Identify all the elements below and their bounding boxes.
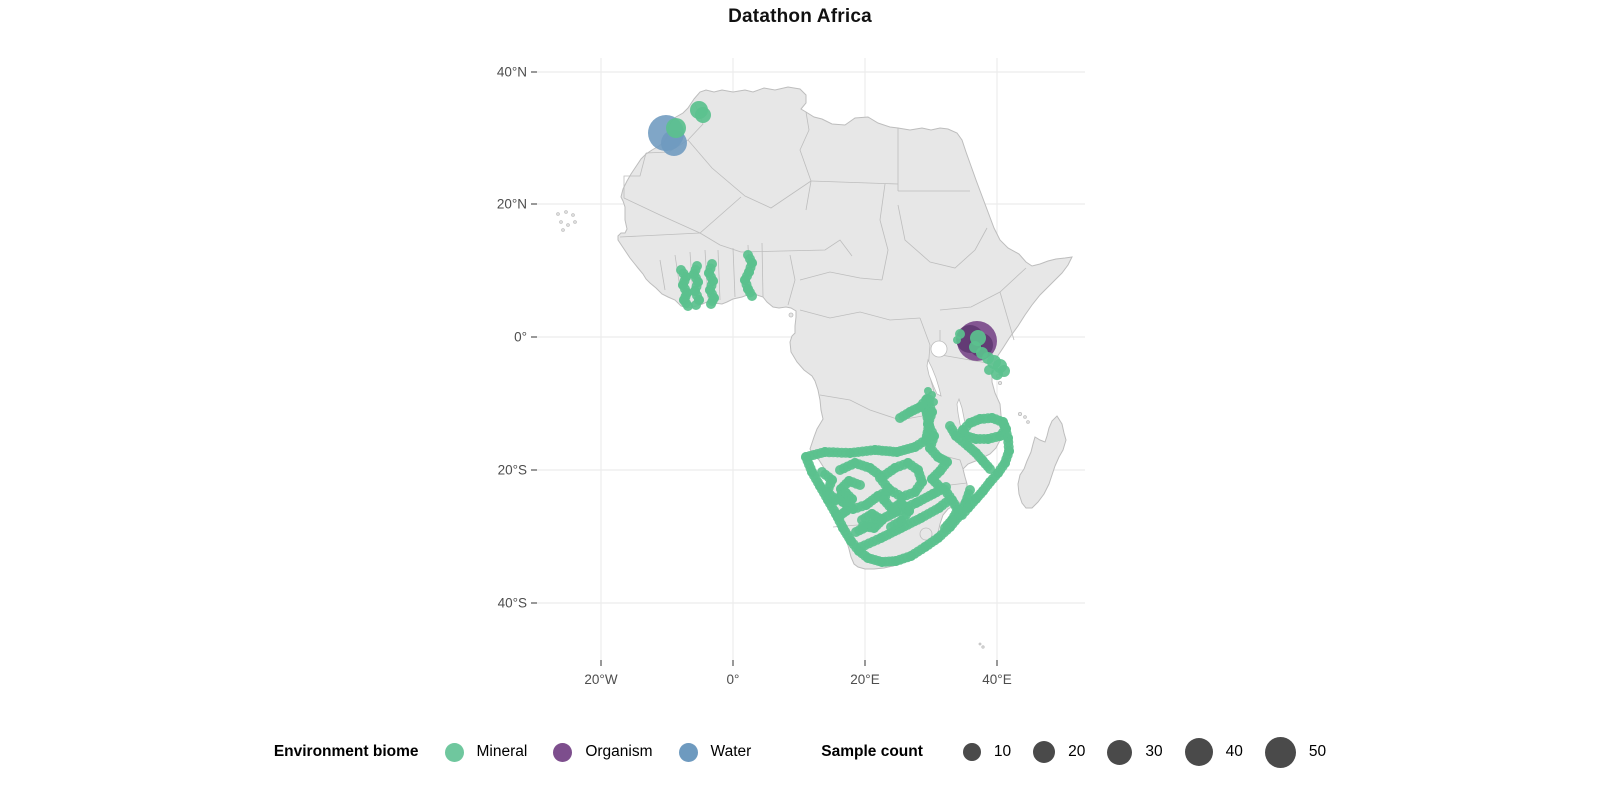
legend-item-label: Mineral [476,743,528,760]
x-axis-tick-label: 40°E [982,672,1011,687]
land-layer [556,86,1073,649]
mineral-bubble [930,398,938,406]
size-item-label: 50 [1308,743,1327,760]
legend-item-water: Water [678,742,752,762]
mineral-bubble [953,336,961,344]
y-axis-tick-label: 0° [514,330,527,345]
africa-map-canvas: 20°W 0° 20°E 40°E 40°N 20°N 0° 20°S 40°S [497,58,1085,687]
legend-item-label: Organism [585,743,653,760]
size-item-10: 10 [962,743,1012,761]
mineral-bubble [984,365,994,375]
mineral-trail-point [683,301,693,311]
mineral-trail-point [965,485,975,495]
size-item-label: 10 [993,743,1012,760]
mineral-trail-point [958,425,968,435]
mineral-trail-point [855,480,865,490]
y-axis-tick-label: 40°N [497,65,527,80]
size-swatch-icon [1184,738,1213,766]
x-axis-tick-label: 0° [727,672,740,687]
mineral-swatch-icon [444,742,464,762]
legend: Environment biome Mineral Organism Water… [0,727,1600,777]
size-item-30: 30 [1107,739,1163,765]
mineral-trail-point [940,523,950,533]
legend-item-mineral: Mineral [444,742,528,762]
y-axis-tick-label: 40°S [498,596,527,611]
mineral-trail-point [747,291,757,301]
size-legend-items: 10 20 30 40 50 [962,736,1327,768]
mineral-trail-point [706,299,716,309]
legend-item-organism: Organism [553,742,653,762]
x-axis-tick-label: 20°E [850,672,879,687]
madagascar [1017,415,1067,509]
plot-title: Datathon Africa [728,6,872,27]
water-swatch-icon [678,742,698,762]
mineral-trail-point [886,522,896,532]
small-islands [556,210,1030,649]
mineral-trail-point [833,512,843,522]
size-swatch-icon [1264,736,1296,768]
size-item-label: 20 [1068,743,1086,760]
biome-legend-title: Environment biome [273,743,419,760]
africa-outline [617,86,1073,570]
mineral-trail-point [691,300,701,310]
mineral-bubble [695,107,711,123]
size-item-20: 20 [1033,741,1085,763]
size-item-label: 30 [1145,743,1163,760]
legend-item-label: Water [710,743,752,760]
mineral-trail-point [858,521,868,531]
size-swatch-icon [1107,739,1133,765]
size-item-50: 50 [1264,736,1327,768]
mineral-bubble [666,118,686,138]
size-swatch-icon [962,743,981,761]
y-axis-tick-label: 20°N [497,197,527,212]
size-item-40: 40 [1184,738,1243,766]
mineral-trail-point [985,464,995,474]
y-axis-tick-label: 20°S [498,463,527,478]
size-item-label: 40 [1225,743,1243,760]
lakes [926,340,967,434]
x-axis-tick-label: 20°W [584,672,617,687]
organism-swatch-icon [553,742,573,762]
size-legend-title: Sample count [821,743,923,760]
data-points-layer [648,101,1014,567]
size-swatch-icon [1033,741,1056,763]
mineral-bubble [991,368,1003,380]
